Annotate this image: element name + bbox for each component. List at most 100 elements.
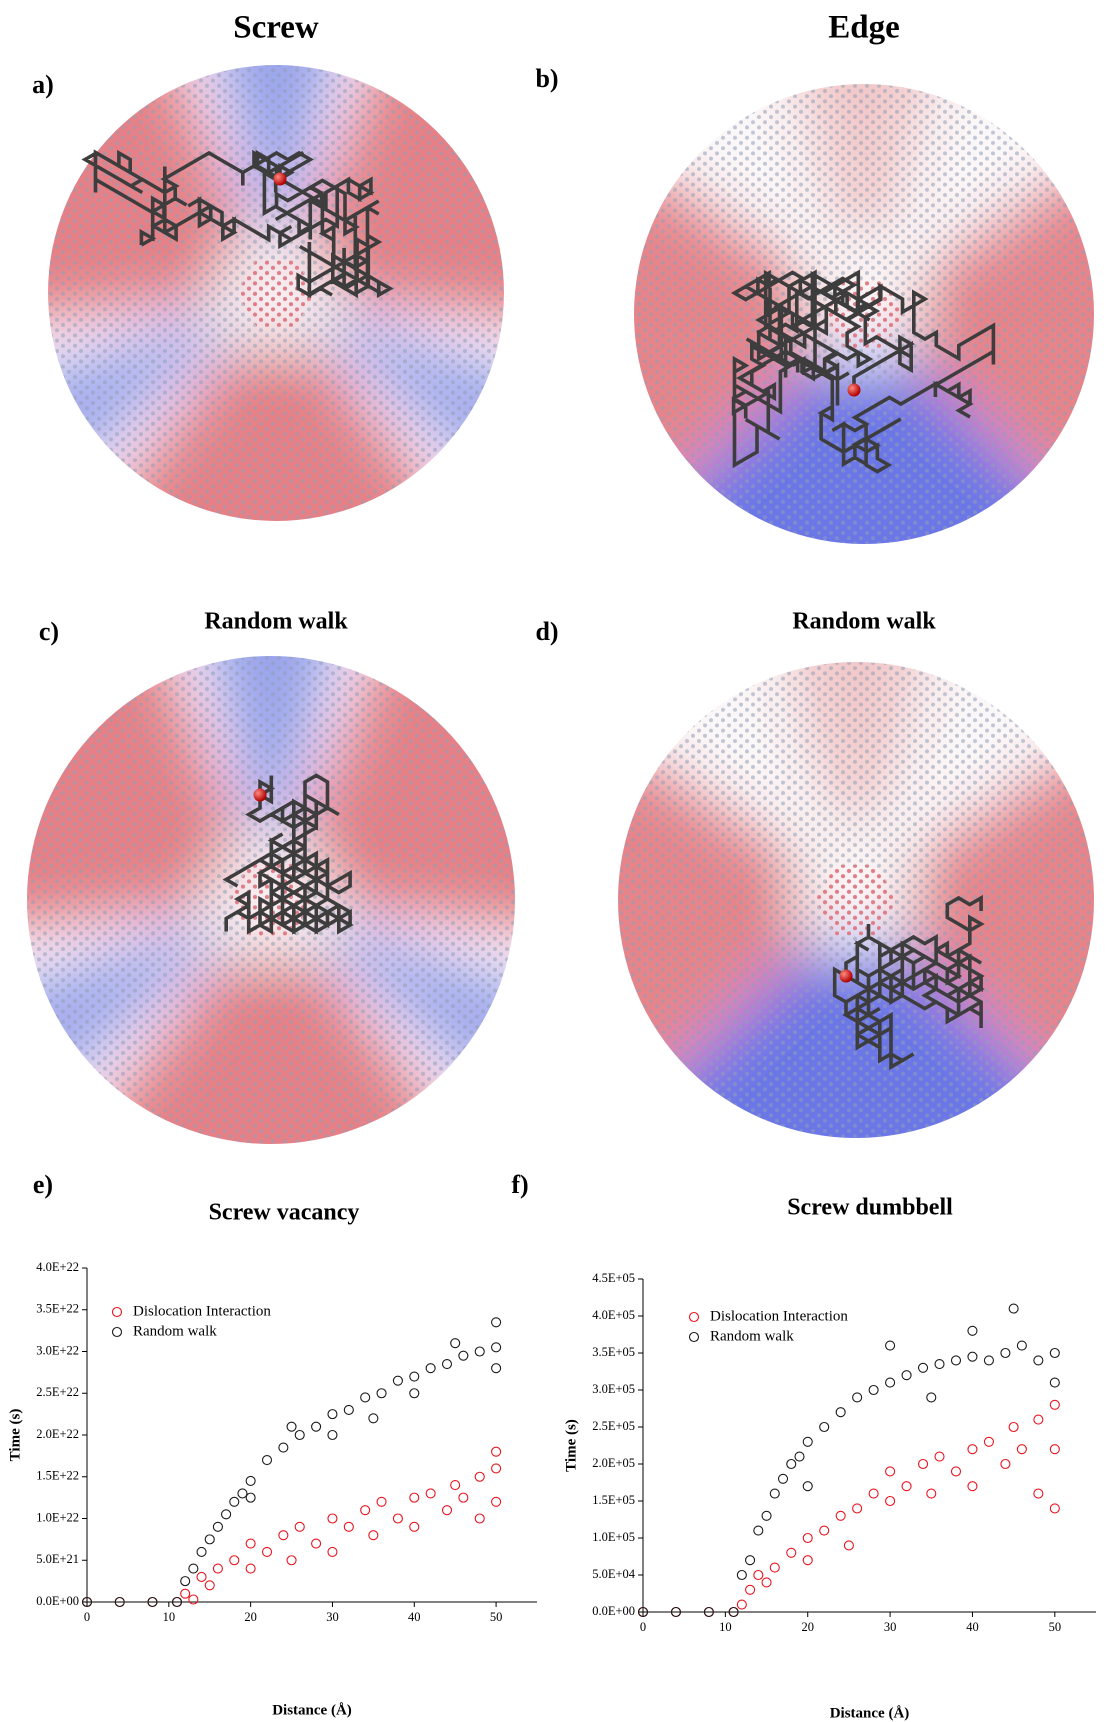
scatter-point (213, 1522, 222, 1531)
y-tick-label: 1.5E+22 (36, 1469, 79, 1483)
scatter-point (263, 1456, 272, 1465)
scatter-point (1050, 1445, 1059, 1454)
scatter-point (189, 1564, 198, 1573)
legend-marker (690, 1333, 699, 1342)
scatter-point (803, 1556, 812, 1565)
y-tick-label: 4.0E+22 (36, 1260, 79, 1274)
scatter-point (844, 1541, 853, 1550)
scatter-point (1001, 1349, 1010, 1358)
scatter-point (393, 1376, 402, 1385)
panel-label: e) (33, 1170, 53, 1199)
panel-title: Random walk (204, 609, 348, 635)
scatter-point (205, 1535, 214, 1544)
y-tick-label: 4.5E+05 (592, 1271, 635, 1285)
scatter-point (737, 1600, 746, 1609)
scatter-point (927, 1489, 936, 1498)
y-axis-label: Time (s) (7, 1409, 23, 1462)
scatter-point (820, 1526, 829, 1535)
scatter-point (1034, 1356, 1043, 1365)
scatter-point (902, 1371, 911, 1380)
scatter-point (1050, 1504, 1059, 1513)
scatter-point (1017, 1341, 1026, 1350)
scatter-point (935, 1360, 944, 1369)
scatter-point (779, 1474, 788, 1483)
scatter-point (230, 1556, 239, 1565)
y-tick-label: 5.0E+21 (36, 1552, 79, 1566)
scatter-point (344, 1405, 353, 1414)
scatter-point (369, 1414, 378, 1423)
scatter-point (246, 1564, 255, 1573)
y-tick-label: 1.0E+05 (592, 1530, 635, 1544)
scatter-point (1034, 1415, 1043, 1424)
scatter-point (1009, 1304, 1018, 1313)
scatter-point (968, 1326, 977, 1335)
scatter-point (279, 1443, 288, 1452)
scatter-point (935, 1452, 944, 1461)
scatter-point (927, 1393, 936, 1402)
scatter-point (886, 1497, 895, 1506)
defect-marker (848, 384, 861, 397)
x-axis-label: Distance (Å) (272, 1702, 352, 1718)
scatter-point (869, 1386, 878, 1395)
y-tick-label: 2.5E+05 (592, 1419, 635, 1433)
scatter-point (426, 1489, 435, 1498)
x-tick-label: 30 (884, 1620, 897, 1634)
panel-title: Random walk (792, 609, 936, 635)
scatter-point (1034, 1489, 1043, 1498)
x-tick-label: 50 (490, 1610, 503, 1624)
x-tick-label: 10 (719, 1620, 732, 1634)
stress-disk (524, 567, 1110, 1233)
x-tick-label: 20 (801, 1620, 814, 1634)
panel-title: Screw (233, 10, 319, 46)
scatter-point (295, 1431, 304, 1440)
panel-label: f) (511, 1170, 528, 1199)
scatter-point (803, 1437, 812, 1446)
scatter-point (361, 1506, 370, 1515)
scatter-point (451, 1481, 460, 1490)
scatter-point (762, 1578, 771, 1587)
scatter-point (312, 1539, 321, 1548)
scatter-point (984, 1356, 993, 1365)
scatter-point (287, 1556, 296, 1565)
scatter-point (181, 1589, 190, 1598)
scatter-point (787, 1460, 796, 1469)
scatter-point (836, 1408, 845, 1417)
scatter-point (886, 1341, 895, 1350)
scatter-point (475, 1514, 484, 1523)
panel-label: c) (39, 617, 59, 646)
scatter-point (369, 1531, 378, 1540)
y-axis-label: Time (s) (563, 1419, 579, 1472)
legend-marker (113, 1328, 122, 1337)
scatter-point (410, 1389, 419, 1398)
scatter-point (328, 1410, 337, 1419)
scatter-point (746, 1585, 755, 1594)
legend-label: Random walk (710, 1328, 794, 1344)
defect-marker (254, 789, 267, 802)
scatter-point (475, 1347, 484, 1356)
scatter-point (393, 1514, 402, 1523)
figure: a)Screwb)Edgec)Random walkd)Random walke… (0, 0, 1110, 1722)
scatter-point (492, 1343, 501, 1352)
scatter-point (328, 1514, 337, 1523)
x-tick-label: 30 (326, 1610, 339, 1624)
scatter-point (279, 1531, 288, 1540)
scatter-point (770, 1563, 779, 1572)
scatter-point (869, 1489, 878, 1498)
scatter-point (475, 1472, 484, 1481)
scatter-point (377, 1497, 386, 1506)
legend-label: Random walk (133, 1323, 217, 1339)
scatter-point (197, 1547, 206, 1556)
scatter-point (246, 1476, 255, 1485)
scatter-point (328, 1547, 337, 1556)
x-axis-label: Distance (Å) (830, 1705, 910, 1721)
y-tick-label: 3.5E+22 (36, 1302, 79, 1316)
y-tick-label: 5.0E+04 (592, 1567, 636, 1581)
legend-label: Dislocation Interaction (710, 1308, 848, 1324)
y-tick-label: 2.5E+22 (36, 1385, 79, 1399)
scatter-point (361, 1393, 370, 1402)
chart-title: Screw dumbbell (787, 1195, 953, 1221)
scatter-point (230, 1497, 239, 1506)
scatter-point (246, 1493, 255, 1502)
scatter-point (746, 1556, 755, 1565)
scatter-point (853, 1504, 862, 1513)
